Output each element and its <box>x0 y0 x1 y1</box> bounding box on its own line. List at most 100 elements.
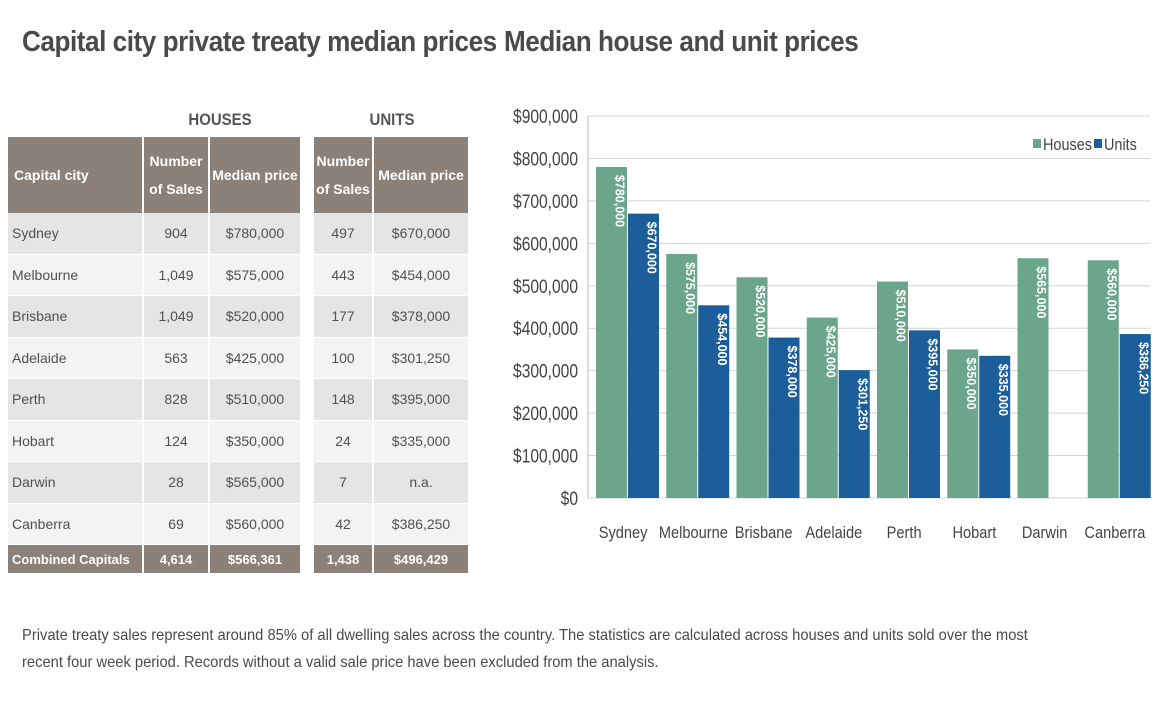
chart-title: Median house and unit prices <box>504 26 859 58</box>
bar-houses <box>806 317 838 498</box>
data-label: $575,000 <box>683 262 697 314</box>
y-tick-label: $600,000 <box>513 233 578 255</box>
data-label: $395,000 <box>926 338 940 390</box>
table-header-row: Capital city Number of Sales Median pric… <box>8 137 470 213</box>
cell-houses-price: $510,000 <box>210 379 302 421</box>
bar-houses <box>736 277 768 498</box>
bar-units <box>838 370 870 498</box>
bar-houses <box>596 166 627 498</box>
cell-houses-price: $780,000 <box>210 213 302 255</box>
x-tick-label: Sydney <box>599 524 648 542</box>
cell-houses-sales: 904 <box>144 213 210 255</box>
cell-units-sales: 24 <box>314 420 374 462</box>
cell-houses-price: $520,000 <box>210 296 302 338</box>
table-total-row: Combined Capitals 4,614 $566,361 1,438 $496,… <box>8 545 470 574</box>
houses-group-label: HOUSES <box>188 110 252 129</box>
data-label: $670,000 <box>645 222 659 274</box>
units-group-label: UNITS <box>369 110 415 129</box>
y-tick-label: $0 <box>561 488 578 510</box>
column-gap <box>302 462 314 504</box>
x-tick-label: Brisbane <box>735 524 793 542</box>
cell-houses-price: $565,000 <box>210 462 302 504</box>
cell-houses-sales: 28 <box>144 462 210 504</box>
prices-table: Capital city Number of Sales Median pric… <box>8 137 470 574</box>
cell-units-price: $386,250 <box>374 503 470 545</box>
cell-city: Perth <box>8 379 144 421</box>
cell-houses-price: $350,000 <box>210 420 302 462</box>
data-label: $510,000 <box>894 290 908 342</box>
table-row: Darwin 28 $565,000 7 n.a. <box>8 462 470 504</box>
x-tick-label: Adelaide <box>805 524 862 542</box>
cell-units-price: $378,000 <box>374 296 470 338</box>
header-houses-number-of-sales: Number of Sales <box>144 137 210 213</box>
header-units-number-of-sales: Number of Sales <box>314 137 374 213</box>
cell-units-price: n.a. <box>374 462 470 504</box>
cell-units-price: $395,000 <box>374 379 470 421</box>
data-label: $454,000 <box>715 313 729 365</box>
header-capital-city: Capital city <box>8 137 144 213</box>
data-label: $350,000 <box>964 357 978 409</box>
cell-units-sales: 497 <box>314 213 374 255</box>
bar-houses <box>1087 260 1119 498</box>
cell-houses-sales: 124 <box>144 420 210 462</box>
column-gap <box>302 337 314 379</box>
y-tick-label: $800,000 <box>513 148 578 170</box>
data-label: $378,000 <box>785 346 799 398</box>
legend-swatch-houses <box>1033 139 1041 148</box>
median-prices-bar-chart: $0 $100,000 $200,000 $300,000 $400,000 $500,0… <box>513 106 1151 542</box>
data-label: $560,000 <box>1104 268 1118 320</box>
bar-units <box>1119 334 1151 498</box>
y-tick-label: $100,000 <box>513 445 578 467</box>
column-gap <box>302 254 314 296</box>
column-gap <box>302 137 314 213</box>
footnote: Private treaty sales represent around 85… <box>22 627 1028 671</box>
cell-units-sales: 443 <box>314 254 374 296</box>
table-row: Perth 828 $510,000 148 $395,000 <box>8 379 470 421</box>
bar-units <box>698 305 730 498</box>
total-houses-price: $566,361 <box>210 545 302 574</box>
cell-houses-sales: 563 <box>144 337 210 379</box>
bar-houses <box>877 281 908 498</box>
cell-units-price: $670,000 <box>374 213 470 255</box>
bar-units <box>979 355 1011 498</box>
data-label: $335,000 <box>996 364 1010 416</box>
data-label: $780,000 <box>613 175 627 227</box>
cell-units-price: $335,000 <box>374 420 470 462</box>
table-row: Canberra 69 $560,000 42 $386,250 <box>8 503 470 545</box>
data-label: $425,000 <box>823 326 837 378</box>
total-houses-sales: 4,614 <box>144 545 210 574</box>
y-tick-label: $300,000 <box>513 360 578 382</box>
legend-swatch-units <box>1094 139 1102 148</box>
column-gap <box>302 420 314 462</box>
legend-label-units: Units <box>1104 136 1137 154</box>
cell-houses-price: $575,000 <box>210 254 302 296</box>
y-tick-label: $200,000 <box>513 403 578 425</box>
bar-houses <box>947 349 979 498</box>
column-gap <box>302 296 314 338</box>
cell-houses-price: $560,000 <box>210 503 302 545</box>
bar-units <box>768 337 800 498</box>
legend-label-houses: Houses <box>1043 136 1092 154</box>
cell-houses-price: $425,000 <box>210 337 302 379</box>
cell-city: Adelaide <box>8 337 144 379</box>
x-tick-label: Darwin <box>1022 524 1067 542</box>
cell-units-price: $454,000 <box>374 254 470 296</box>
cell-houses-sales: 69 <box>144 503 210 545</box>
cell-city: Darwin <box>8 462 144 504</box>
y-tick-label: $700,000 <box>513 190 578 212</box>
header-houses-median-price: Median price <box>210 137 302 213</box>
cell-city: Canberra <box>8 503 144 545</box>
data-label: $520,000 <box>753 285 767 337</box>
column-gap <box>302 213 314 255</box>
cell-units-sales: 7 <box>314 462 374 504</box>
table-row: Melbourne 1,049 $575,000 443 $454,000 <box>8 254 470 296</box>
x-tick-label: Melbourne <box>659 524 728 542</box>
cell-houses-sales: 1,049 <box>144 254 210 296</box>
y-tick-label: $500,000 <box>513 275 578 297</box>
cell-units-price: $301,250 <box>374 337 470 379</box>
cell-houses-sales: 1,049 <box>144 296 210 338</box>
x-tick-label: Hobart <box>952 524 996 542</box>
y-tick-label: $900,000 <box>513 106 578 128</box>
bar-houses <box>666 253 698 498</box>
data-label: $386,250 <box>1136 342 1150 394</box>
